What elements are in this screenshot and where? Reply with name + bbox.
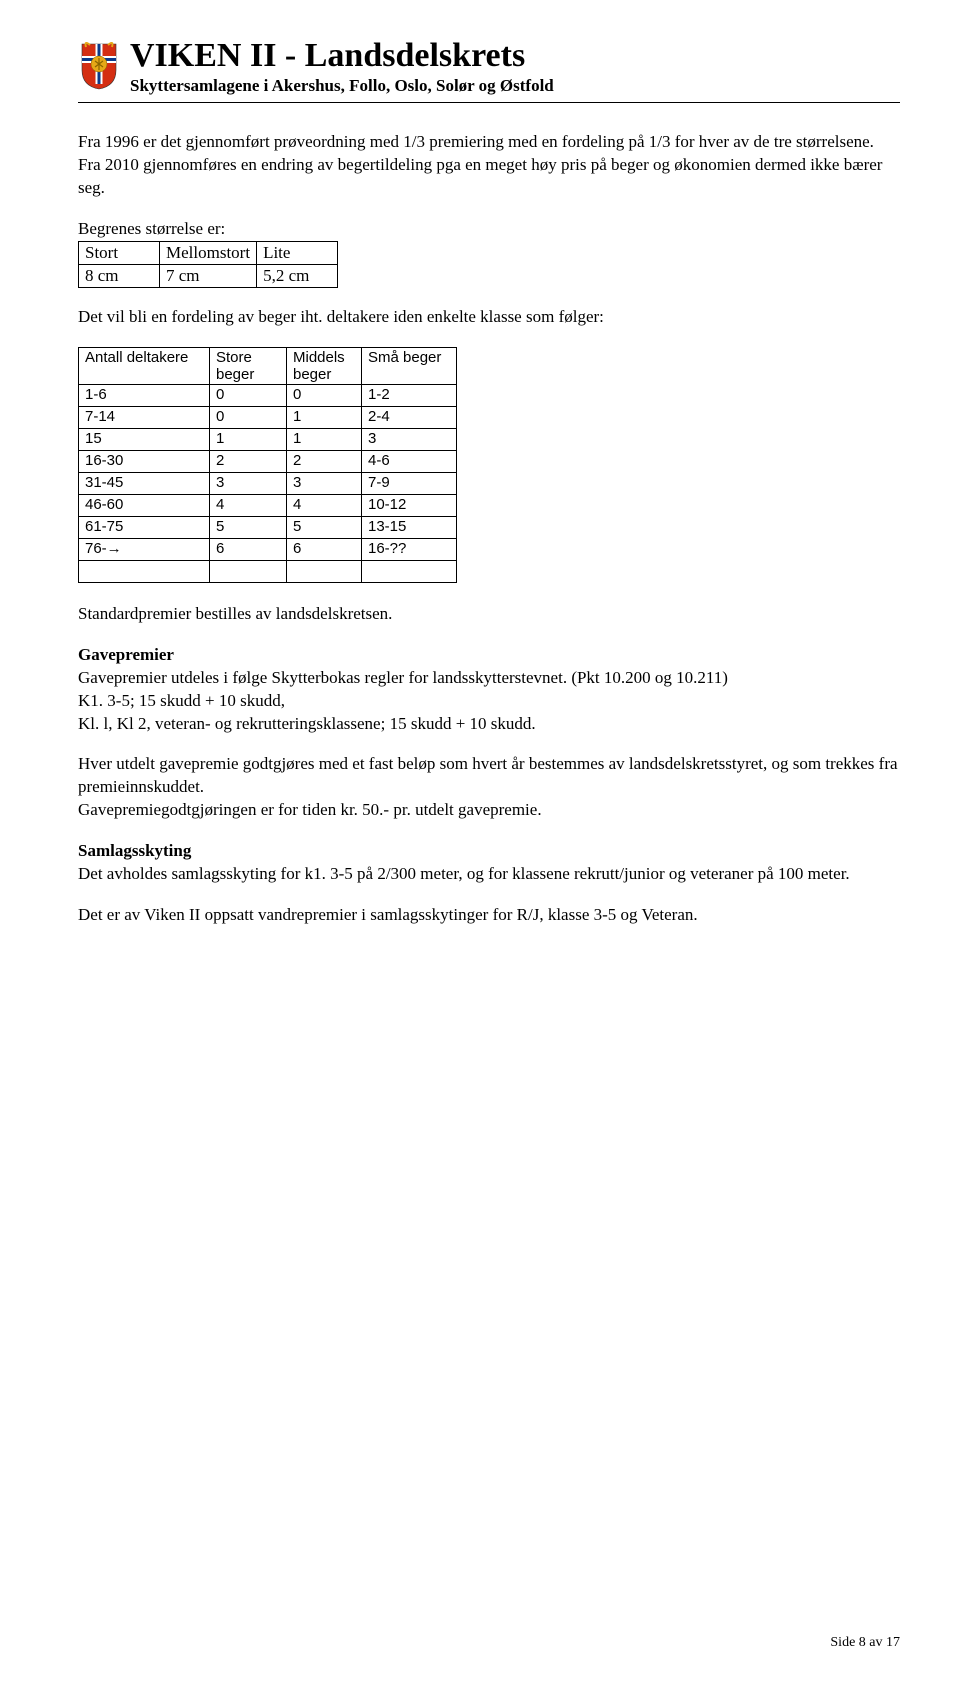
alloc-table-cell: 1-6 (79, 384, 210, 406)
alloc-table-cell: 0 (210, 406, 287, 428)
alloc-table-cell: 0 (210, 384, 287, 406)
gavepremier-body: Gavepremier utdeles i følge Skytterbokas… (78, 668, 728, 687)
alloc-table-row: 15113 (79, 428, 457, 450)
alloc-table-cell: 76-→ (79, 538, 210, 560)
alloc-caption: Det vil bli en fordeling av beger iht. d… (78, 306, 900, 329)
alloc-table-cell: 4 (210, 494, 287, 516)
size-table-header-cell: Mellomstort (160, 241, 257, 264)
alloc-table-cell: 46-60 (79, 494, 210, 516)
header-rule (78, 102, 900, 103)
gavepremier-heading: Gavepremier (78, 645, 174, 664)
samlag-body: Det avholdes samlagsskyting for k1. 3-5 … (78, 864, 850, 883)
alloc-table-row: 31-45337-9 (79, 472, 457, 494)
alloc-table-header-cell: Små beger (362, 347, 457, 384)
alloc-table-row: 7-14012-4 (79, 406, 457, 428)
alloc-table-cell: 1 (287, 406, 362, 428)
gavepremier-k1: K1. 3-5; 15 skudd + 10 skudd, (78, 691, 285, 710)
alloc-table-cell: 5 (287, 516, 362, 538)
title-block: VIKEN II - Landsdelskrets Skyttersamlage… (130, 38, 554, 96)
alloc-table-cell: 3 (210, 472, 287, 494)
size-table-cell: 7 cm (160, 264, 257, 287)
alloc-table-cell: 61-75 (79, 516, 210, 538)
samlag-heading: Samlagsskyting (78, 841, 191, 860)
alloc-table-cell: 5 (210, 516, 287, 538)
alloc-table-cell: 1-2 (362, 384, 457, 406)
alloc-table-cell: 4 (287, 494, 362, 516)
alloc-table-cell: 16-?? (362, 538, 457, 560)
alloc-table-row: 1-6001-2 (79, 384, 457, 406)
gavepremier-section: Gavepremier Gavepremier utdeles i følge … (78, 644, 900, 736)
alloc-table-cell: 31-45 (79, 472, 210, 494)
alloc-table-row: 46-604410-12 (79, 494, 457, 516)
alloc-table-cell: 2-4 (362, 406, 457, 428)
size-table-header-cell: Stort (79, 241, 160, 264)
alloc-table-header-cell: Antall deltakere (79, 347, 210, 384)
alloc-table-row (79, 560, 457, 582)
alloc-table-cell: 6 (210, 538, 287, 560)
alloc-table-cell: 1 (287, 428, 362, 450)
samlag-body2: Det er av Viken II oppsatt vandrepremier… (78, 904, 900, 927)
size-table-cell: 5,2 cm (257, 264, 338, 287)
alloc-table-cell (287, 560, 362, 582)
alloc-table-cell: 13-15 (362, 516, 457, 538)
alloc-table-cell: 0 (287, 384, 362, 406)
alloc-table-cell (362, 560, 457, 582)
intro-paragraph: Fra 1996 er det gjennomført prøveordning… (78, 131, 900, 200)
page: VIKEN II - Landsdelskrets Skyttersamlage… (0, 0, 960, 1681)
alloc-table-row: 76-→6616-?? (79, 538, 457, 560)
alloc-table-row: 61-755513-15 (79, 516, 457, 538)
header: VIKEN II - Landsdelskrets Skyttersamlage… (78, 38, 900, 96)
alloc-table-cell: 1 (210, 428, 287, 450)
size-table: StortMellomstortLite 8 cm7 cm5,2 cm (78, 241, 338, 288)
samlag-section: Samlagsskyting Det avholdes samlagsskyti… (78, 840, 900, 886)
alloc-table-cell: 15 (79, 428, 210, 450)
standard-premier-text: Standardpremier bestilles av landsdelskr… (78, 603, 900, 626)
gavepremier-kl: Kl. l, Kl 2, veteran- og rekrutteringskl… (78, 714, 536, 733)
alloc-table-cell: 2 (287, 450, 362, 472)
gavepremier-para2b: Gavepremiegodtgjøringen er for tiden kr.… (78, 799, 900, 822)
gavepremier-para2: Hver utdelt gavepremie godtgjøres med et… (78, 753, 900, 799)
alloc-table-row: 16-30224-6 (79, 450, 457, 472)
alloc-table-cell: 2 (210, 450, 287, 472)
page-footer: Side 8 av 17 (830, 1635, 900, 1651)
alloc-table-cell: 3 (362, 428, 457, 450)
alloc-table-header-cell: Storebeger (210, 347, 287, 384)
alloc-table-cell (79, 560, 210, 582)
alloc-table-header-cell: Middelsbeger (287, 347, 362, 384)
page-subtitle: Skyttersamlagene i Akershus, Follo, Oslo… (130, 76, 554, 96)
alloc-table-cell: 4-6 (362, 450, 457, 472)
alloc-table-cell (210, 560, 287, 582)
alloc-table-cell: 7-14 (79, 406, 210, 428)
size-table-header-cell: Lite (257, 241, 338, 264)
size-table-caption: Begrenes størrelse er: (78, 218, 900, 241)
alloc-table-cell: 10-12 (362, 494, 457, 516)
alloc-table-cell: 3 (287, 472, 362, 494)
alloc-table-cell: 6 (287, 538, 362, 560)
allocation-table: Antall deltakereStorebegerMiddelsbegerSm… (78, 347, 457, 583)
page-title: VIKEN II - Landsdelskrets (130, 38, 554, 74)
alloc-table-cell: 7-9 (362, 472, 457, 494)
coat-of-arms-icon (78, 42, 120, 90)
size-table-cell: 8 cm (79, 264, 160, 287)
alloc-table-cell: 16-30 (79, 450, 210, 472)
